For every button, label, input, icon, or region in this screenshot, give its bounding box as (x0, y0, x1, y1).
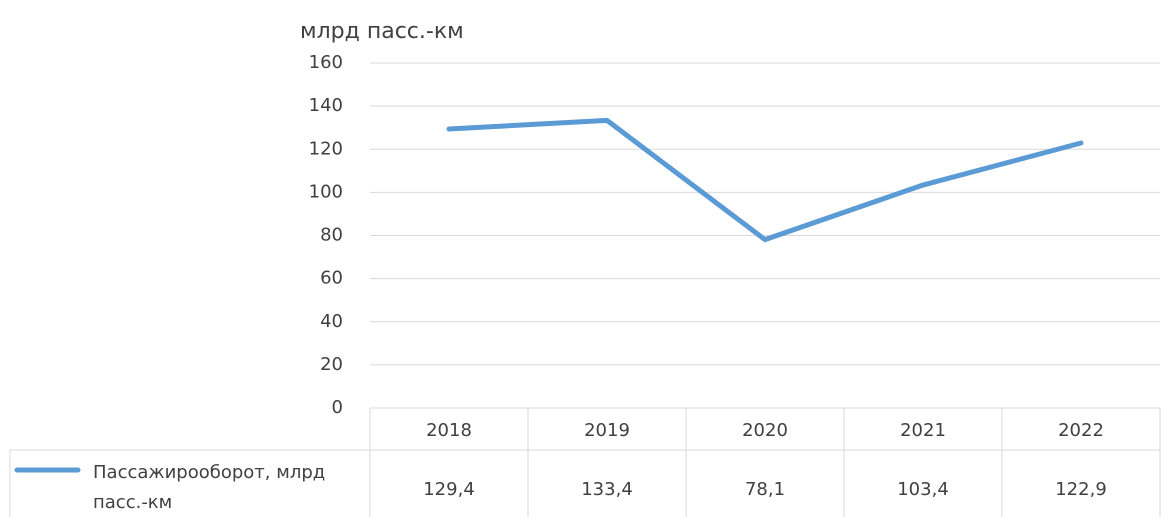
table-value: 133,4 (581, 479, 633, 500)
x-tick-label: 2022 (1058, 420, 1104, 441)
y-tick-label: 40 (320, 311, 343, 332)
legend-label: Пассажирооборот, млрд пасс.-км (93, 462, 326, 513)
table-value: 103,4 (897, 479, 949, 500)
y-tick-label: 20 (320, 354, 343, 375)
y-tick-label: 60 (320, 268, 343, 289)
y-tick-label: 120 (309, 138, 343, 159)
y-tick-label: 100 (309, 181, 343, 202)
y-tick-label: 0 (332, 397, 343, 418)
x-tick-label: 2018 (426, 420, 472, 441)
table-value: 78,1 (745, 479, 785, 500)
y-tick-label: 140 (309, 95, 343, 116)
x-tick-label: 2020 (742, 420, 788, 441)
y-tick-label: 80 (320, 225, 343, 246)
table-value: 122,9 (1055, 479, 1107, 500)
line-series (446, 117, 1084, 243)
table-value: 129,4 (423, 479, 475, 500)
y-tick-label: 160 (309, 52, 343, 73)
x-tick-label: 2019 (584, 420, 630, 441)
axis-title: млрд пасс.-км (300, 19, 464, 44)
x-tick-label: 2021 (900, 420, 946, 441)
